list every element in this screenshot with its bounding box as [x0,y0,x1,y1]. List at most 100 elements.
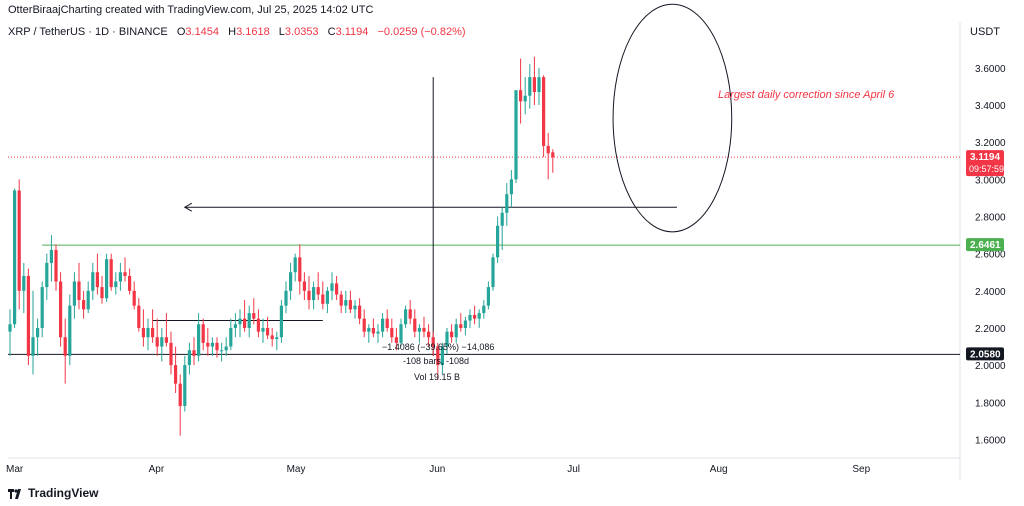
candle-body [197,324,201,356]
candle [13,188,17,328]
candle [243,300,247,332]
candle [293,253,297,282]
candle-body [72,281,76,306]
candle [31,290,35,375]
candle-body [54,249,58,282]
candle [445,327,449,354]
candle [22,262,26,314]
y-tick-label: 2.6000 [975,250,1006,261]
candle-body [335,283,339,295]
candle [459,313,463,332]
candle-body [532,77,536,93]
candle-body [137,305,141,328]
candle [330,272,334,301]
symbol-label[interactable]: XRP / TetherUS · 1D · BINANCE [8,26,168,38]
candle [279,300,283,343]
tradingview-brand: TradingView [28,486,99,500]
change-value: −0.0259 (−0.82%) [377,26,466,38]
candle [509,170,513,208]
candle [68,294,72,366]
candle [486,281,490,310]
candle [91,262,95,301]
candle-body [256,318,260,332]
candle [537,67,541,106]
candle-body [367,327,371,332]
measure-change-text: −1.4086 (−39.65%) −14,086 [382,342,494,352]
candle [307,275,311,310]
candle [36,318,40,356]
price-label-box [966,150,1004,177]
candle-body [206,342,210,347]
candle-body [123,272,127,276]
candle-body [298,257,302,282]
tradingview-footer: TradingView [8,486,98,500]
candle-body [155,337,159,347]
low-label: L [278,26,285,38]
candle [210,337,214,356]
candle [371,318,375,338]
candle [339,290,343,314]
candle [201,318,205,351]
y-tick-label: 3.2000 [975,138,1006,149]
candle-body [468,314,472,321]
candle-body [100,287,104,299]
candle-body [68,305,72,356]
candle [408,300,412,325]
candle-body [528,77,532,96]
candle-body [8,324,12,332]
candle [137,298,141,332]
candle-body [49,249,53,263]
candle-body [399,324,403,343]
candle-body [321,294,325,304]
candle [440,342,444,375]
candle [390,318,394,343]
candle [532,56,536,106]
currency-label[interactable]: USDT [970,26,1000,38]
ohlc-legend: XRP / TetherUS · 1D · BINANCE O3.1454 H3… [8,26,466,38]
candle-body [381,318,385,332]
candle [233,313,237,338]
open-value: 3.1454 [185,26,220,38]
candle [417,324,421,343]
candle [49,235,53,282]
candle-body [413,318,417,332]
candle-body [339,294,343,306]
candle [63,318,67,384]
y-tick-label: 3.6000 [975,64,1006,75]
candle-body [261,327,265,332]
y-tick-label: 2.4000 [975,287,1006,298]
candle [450,324,454,343]
candle-body [275,337,279,340]
candle-body [289,272,293,291]
candle-body [91,272,95,291]
candle [542,75,546,158]
candle-body [454,324,458,338]
candle [174,346,178,393]
candle [187,342,191,375]
candle [463,316,467,336]
candle [224,337,228,356]
candle [385,309,389,332]
candle-body [210,342,214,347]
candle [132,281,136,310]
candle [367,324,371,343]
high-value: 3.1618 [236,26,270,38]
candle-body [353,305,357,310]
candle [275,331,279,351]
candle-body [514,90,518,180]
y-tick-label: 1.8000 [975,398,1006,409]
candle [523,77,527,115]
candle [270,327,274,347]
x-tick-label: Mar [6,464,24,475]
candle-body [408,309,412,319]
candle-body [417,327,421,332]
candle-body [201,324,205,343]
candle-body [450,331,454,338]
candle-body [174,365,178,384]
candle-body [491,257,495,288]
candle-body [132,290,136,306]
open-label: O [176,26,186,38]
candle-body [26,275,30,356]
candle [118,262,122,291]
